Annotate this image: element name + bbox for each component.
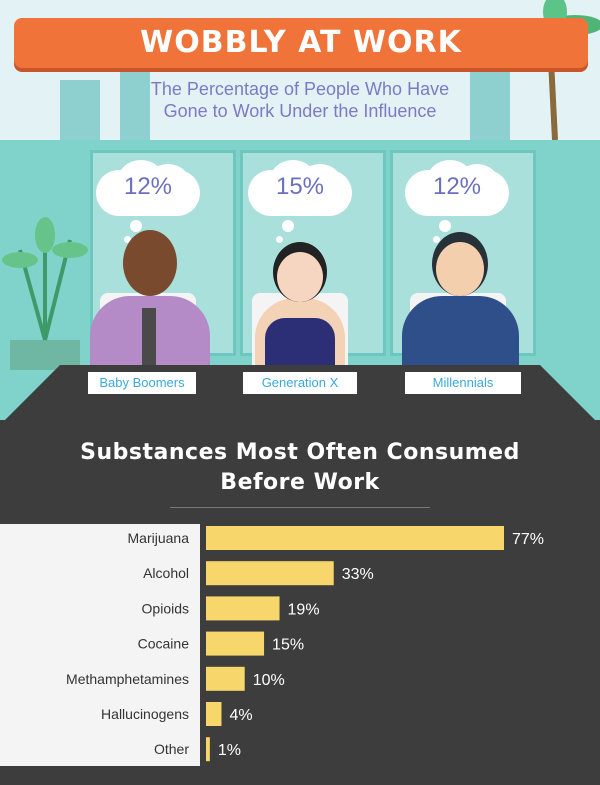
category-label: Opioids [142,600,189,616]
thought-bubble-baby-boomers: 12% [96,160,200,243]
category-label: Hallucinogens [101,706,189,722]
category-label: Cocaine [138,636,190,652]
office-scene: WOBBLY AT WORK The Percentage of People … [0,0,600,420]
bar [206,702,222,726]
category-label: Other [154,741,189,757]
percent-label: 15% [275,173,325,200]
thought-bubble-generation-x: 15% [248,160,352,243]
bar [206,666,245,691]
value-label: 19% [288,601,320,618]
value-label: 10% [253,672,285,689]
bar [206,596,280,621]
name-tag-generation-x: Generation X [243,372,357,394]
baby-boomer-person-icon [85,228,215,368]
plant-icon [2,217,88,370]
page-subtitle: The Percentage of People Who Have Gone t… [100,78,500,122]
category-label: Marijuana [128,530,190,546]
title-banner: WOBBLY AT WORK [14,18,588,68]
value-label: 77% [512,531,544,548]
category-label-panel [0,524,200,766]
value-label: 15% [272,637,304,654]
subtitle-line: Gone to Work Under the Influence [163,101,437,121]
chart-title-line: Before Work [220,470,380,495]
bar [206,631,265,656]
name-tag-millennials: Millennials [405,372,521,394]
divider [170,507,430,508]
building [60,80,100,140]
building [470,70,510,140]
value-label: 1% [218,742,241,759]
category-label: Methamphetamines [66,671,189,687]
subtitle-line: The Percentage of People Who Have [150,79,450,99]
page-title: WOBBLY AT WORK [140,25,462,60]
name-tag-baby-boomers: Baby Boomers [88,372,196,394]
value-label: 4% [229,707,252,724]
generation-x-person-icon [245,238,355,368]
thought-bubble-millennials: 12% [405,160,509,243]
chart-title: Substances Most Often Consumed Before Wo… [80,438,520,498]
chart-title-line: Substances Most Often Consumed [80,440,520,465]
value-label: 33% [342,566,374,583]
bar [206,526,504,550]
bar [206,561,334,586]
building [120,60,150,140]
percent-label: 12% [432,173,482,200]
percent-label: 12% [123,173,173,200]
category-label: Alcohol [143,565,189,581]
millennial-person-icon [398,228,523,368]
bar [206,737,210,762]
